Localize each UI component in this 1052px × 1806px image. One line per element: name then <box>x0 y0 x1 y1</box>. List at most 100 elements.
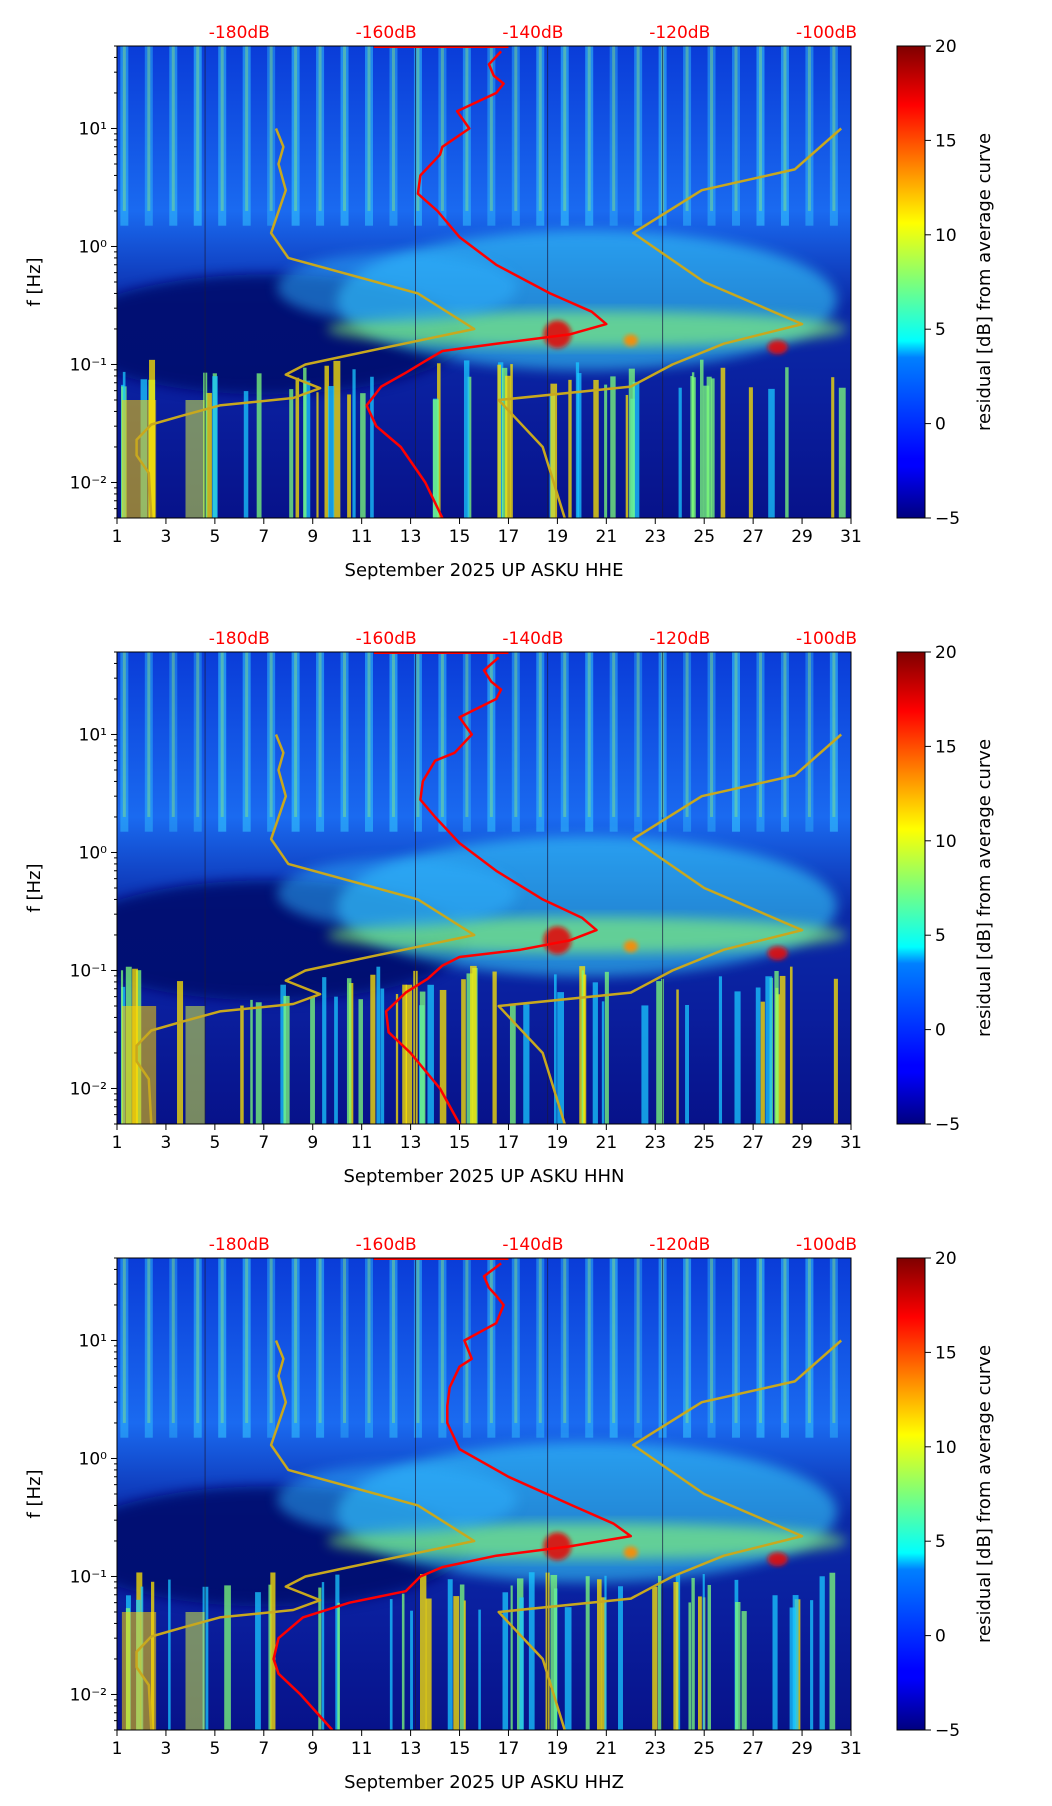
x-tick-label-hhn-7: 15 <box>449 1133 471 1153</box>
x-tick-label-hhz-12: 25 <box>693 1739 715 1759</box>
y-tick-label-hhz-2: 10⁰ <box>79 1449 108 1469</box>
panel-hhn: -180dB -160dB -140dB -120dB -100dB 1 3 5 7 9 11 13… <box>24 629 995 1187</box>
db-label-hhn-4: -100dB <box>796 629 857 649</box>
series-line-hhn-2 <box>497 733 843 1124</box>
colorbar-tick-label-hhe-1: 0 <box>935 415 946 435</box>
x-tick-label-hhe-1: 3 <box>161 527 172 547</box>
panel-hhe: -180dB -160dB -140dB -120dB -100dB 1 3 5 7 9 11 13… <box>24 23 995 581</box>
x-tick-label-hhe-8: 17 <box>498 527 520 547</box>
y-tick-label-hhe-3: 10¹ <box>79 119 107 139</box>
x-tick-label-hhn-10: 21 <box>596 1133 618 1153</box>
x-tick-label-hhz-3: 7 <box>258 1739 269 1759</box>
x-tick-label-hhe-4: 9 <box>307 527 318 547</box>
x-tick-label-hhe-0: 1 <box>112 527 123 547</box>
x-tick-label-hhz-11: 23 <box>644 1739 666 1759</box>
y-tick-label-hhn-2: 10⁰ <box>79 843 108 863</box>
db-label-hhz-0: -180dB <box>209 1235 270 1255</box>
x-tick-label-hhe-6: 13 <box>400 527 422 547</box>
top-labels-hhn: -180dB -160dB -140dB -120dB -100dB <box>209 629 857 649</box>
db-label-hhe-0: -180dB <box>209 23 270 43</box>
y-tick-label-hhn-1: 10⁻¹ <box>70 961 107 981</box>
x-tick-label-hhe-12: 25 <box>693 527 715 547</box>
y-tick-label-hhz-0: 10⁻² <box>70 1685 107 1705</box>
top-labels-hhe: -180dB -160dB -140dB -120dB -100dB <box>209 23 857 43</box>
colorbar-tick-label-hhz-1: 0 <box>935 1627 946 1647</box>
x-tick-label-hhn-4: 9 <box>307 1133 318 1153</box>
colorbar-tick-label-hhe-0: −5 <box>935 509 960 529</box>
colorbar-tick-label-hhn-0: −5 <box>935 1115 960 1135</box>
colorbar-tick-label-hhz-2: 5 <box>935 1532 946 1552</box>
colorbar-tick-label-hhz-0: −5 <box>935 1721 960 1741</box>
x-axis-hhn: 1 3 5 7 9 11 13 15 17 19 21 23 25 27 29 31 <box>112 1124 862 1153</box>
x-tick-label-hhe-3: 7 <box>258 527 269 547</box>
colorbar-ticks-hhe: −5 0 5 10 15 20 <box>925 37 960 529</box>
y-axis-hhz: 10⁻² 10⁻¹ 10⁰ 10¹ <box>70 1257 117 1731</box>
colorbar-ticks-hhz: −5 0 5 10 15 20 <box>925 1249 960 1741</box>
series-line-hhn-0 <box>384 656 598 1124</box>
colorbar-tick-label-hhz-4: 15 <box>935 1343 957 1363</box>
heatmap-hhz <box>117 1258 851 1730</box>
x-axis-title-hhn: September 2025 UP ASKU HHN <box>344 1166 625 1187</box>
colorbar-title-hhe: residual [dB] from average curve <box>974 133 995 431</box>
x-tick-label-hhz-1: 3 <box>161 1739 172 1759</box>
series-hhe <box>135 46 843 518</box>
x-tick-label-hhz-6: 13 <box>400 1739 422 1759</box>
series-line-hhn-1 <box>135 734 476 1124</box>
db-label-hhn-0: -180dB <box>209 629 270 649</box>
x-tick-label-hhn-6: 13 <box>400 1133 422 1153</box>
colorbar-tick-label-hhn-2: 5 <box>935 926 946 946</box>
y-axis-title-hhz: f [Hz] <box>24 1469 45 1518</box>
panel-hhz: -180dB -160dB -140dB -120dB -100dB 1 3 5 7 9 11 13… <box>24 1235 995 1793</box>
x-axis-hhe: 1 3 5 7 9 11 13 15 17 19 21 23 25 27 29 31 <box>112 518 862 547</box>
x-tick-label-hhe-5: 11 <box>351 527 373 547</box>
x-axis-title-hhz: September 2025 UP ASKU HHZ <box>344 1772 624 1793</box>
series-hhz <box>135 1258 843 1730</box>
colorbar-title-hhz: residual [dB] from average curve <box>974 1345 995 1643</box>
y-axis-title-hhe: f [Hz] <box>24 257 45 306</box>
x-tick-label-hhn-9: 19 <box>547 1133 569 1153</box>
x-tick-label-hhe-2: 5 <box>209 527 220 547</box>
db-label-hhe-3: -120dB <box>649 23 710 43</box>
colorbar-tick-label-hhe-2: 5 <box>935 320 946 340</box>
db-label-hhe-4: -100dB <box>796 23 857 43</box>
db-label-hhz-1: -160dB <box>356 1235 417 1255</box>
colorbar-tick-label-hhz-5: 20 <box>935 1249 957 1269</box>
series-line-hhz-0 <box>272 1262 633 1730</box>
x-tick-label-hhe-14: 29 <box>791 527 813 547</box>
x-tick-label-hhz-8: 17 <box>498 1739 520 1759</box>
series-line-hhz-2 <box>497 1339 843 1730</box>
x-tick-label-hhe-13: 27 <box>742 527 764 547</box>
y-axis-hhe: 10⁻² 10⁻¹ 10⁰ 10¹ <box>70 45 117 519</box>
series-hhn <box>135 652 843 1124</box>
series-line-hhe-1 <box>135 128 476 518</box>
x-axis-title-hhe: September 2025 UP ASKU HHE <box>345 560 624 581</box>
db-label-hhn-2: -140dB <box>502 629 563 649</box>
x-tick-label-hhz-2: 5 <box>209 1739 220 1759</box>
db-label-hhz-4: -100dB <box>796 1235 857 1255</box>
series-line-hhe-2 <box>497 127 843 518</box>
x-tick-label-hhz-15: 31 <box>840 1739 862 1759</box>
top-labels-hhz: -180dB -160dB -140dB -120dB -100dB <box>209 1235 857 1255</box>
db-label-hhe-2: -140dB <box>502 23 563 43</box>
x-tick-label-hhz-5: 11 <box>351 1739 373 1759</box>
x-tick-label-hhn-5: 11 <box>351 1133 373 1153</box>
x-tick-label-hhn-15: 31 <box>840 1133 862 1153</box>
x-axis-hhz: 1 3 5 7 9 11 13 15 17 19 21 23 25 27 29 31 <box>112 1730 862 1759</box>
y-tick-label-hhe-1: 10⁻¹ <box>70 355 107 375</box>
x-tick-label-hhn-2: 5 <box>209 1133 220 1153</box>
x-tick-label-hhe-7: 15 <box>449 527 471 547</box>
series-line-hhe-0 <box>365 50 608 518</box>
y-tick-label-hhe-2: 10⁰ <box>79 237 108 257</box>
x-tick-label-hhe-15: 31 <box>840 527 862 547</box>
colorbar-tick-label-hhe-3: 10 <box>935 226 957 246</box>
x-tick-label-hhn-11: 23 <box>644 1133 666 1153</box>
x-tick-label-hhn-3: 7 <box>258 1133 269 1153</box>
colorbar-tick-label-hhe-4: 15 <box>935 131 957 151</box>
y-tick-label-hhz-3: 10¹ <box>79 1331 107 1351</box>
x-tick-label-hhe-9: 19 <box>547 527 569 547</box>
heatmap-hhn <box>117 652 851 1124</box>
x-tick-label-hhe-11: 23 <box>644 527 666 547</box>
x-tick-label-hhz-4: 9 <box>307 1739 318 1759</box>
y-axis-title-hhn: f [Hz] <box>24 863 45 912</box>
colorbar-tick-label-hhe-5: 20 <box>935 37 957 57</box>
